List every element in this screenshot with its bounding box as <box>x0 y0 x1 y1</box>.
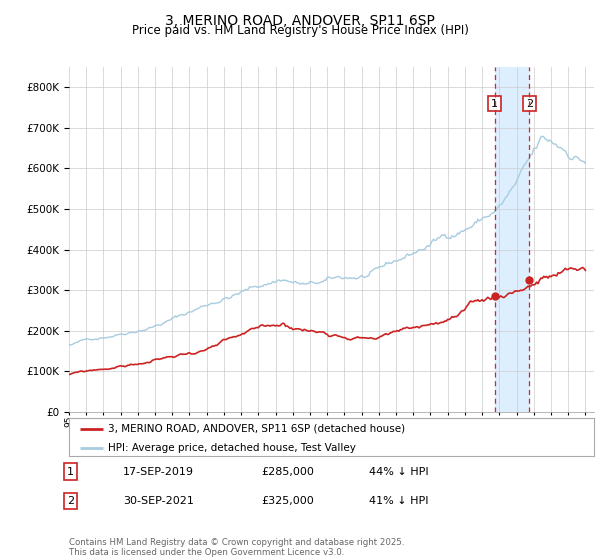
Text: 44% ↓ HPI: 44% ↓ HPI <box>369 466 428 477</box>
Text: £285,000: £285,000 <box>261 466 314 477</box>
Text: HPI: Average price, detached house, Test Valley: HPI: Average price, detached house, Test… <box>109 443 356 453</box>
Text: £325,000: £325,000 <box>261 496 314 506</box>
Text: 17-SEP-2019: 17-SEP-2019 <box>123 466 194 477</box>
Text: 3, MERINO ROAD, ANDOVER, SP11 6SP (detached house): 3, MERINO ROAD, ANDOVER, SP11 6SP (detac… <box>109 423 406 433</box>
Text: 41% ↓ HPI: 41% ↓ HPI <box>369 496 428 506</box>
Text: Price paid vs. HM Land Registry's House Price Index (HPI): Price paid vs. HM Land Registry's House … <box>131 24 469 37</box>
Text: 2: 2 <box>526 99 533 109</box>
Text: 1: 1 <box>491 99 498 109</box>
Text: 3, MERINO ROAD, ANDOVER, SP11 6SP: 3, MERINO ROAD, ANDOVER, SP11 6SP <box>165 14 435 28</box>
Bar <box>494 67 529 412</box>
Text: 1: 1 <box>67 466 74 477</box>
Text: Contains HM Land Registry data © Crown copyright and database right 2025.
This d: Contains HM Land Registry data © Crown c… <box>69 538 404 557</box>
Text: 2: 2 <box>67 496 74 506</box>
Text: 30-SEP-2021: 30-SEP-2021 <box>123 496 194 506</box>
